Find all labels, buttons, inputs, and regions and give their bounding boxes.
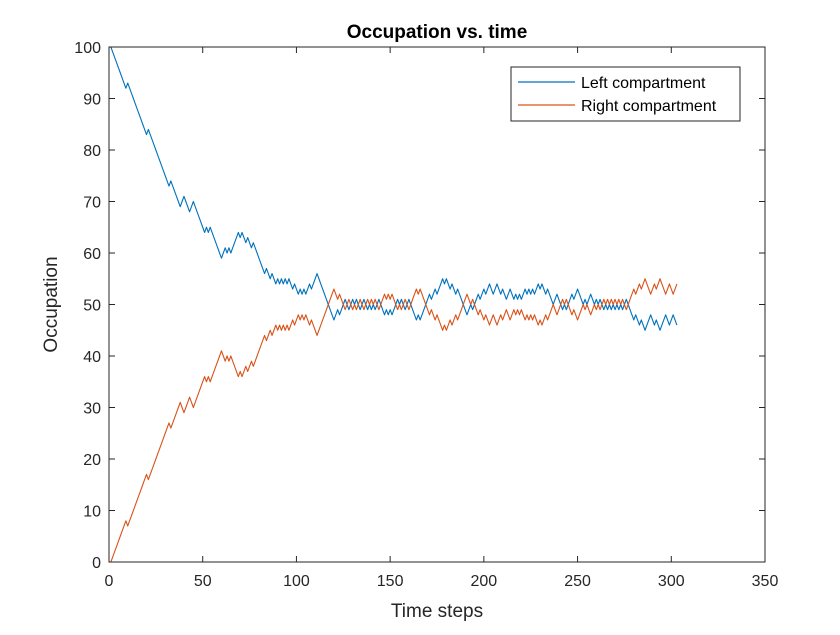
x-tick-label: 200	[471, 573, 498, 590]
y-tick-label: 40	[83, 349, 101, 366]
y-tick-label: 10	[83, 504, 101, 521]
series-line-left-compartment	[110, 46, 678, 331]
legend: Left compartment Right compartment	[510, 66, 741, 122]
y-tick-label: 90	[83, 92, 101, 109]
series-layer	[110, 46, 678, 563]
x-tick-label: 50	[194, 573, 212, 590]
series-line-right-compartment	[110, 278, 678, 563]
x-tick-label: 350	[752, 573, 779, 590]
chart-title: Occupation vs. time	[347, 22, 528, 43]
y-tick-label: 50	[83, 298, 101, 315]
x-tick-label: 0	[105, 573, 114, 590]
y-tick-label: 70	[83, 195, 101, 212]
x-axis-label: Time steps	[391, 601, 483, 622]
plot-area	[109, 47, 765, 562]
x-tick-label: 150	[377, 573, 404, 590]
x-tick-label: 100	[283, 573, 310, 590]
x-tick-label: 250	[564, 573, 591, 590]
y-tick-label: 60	[83, 246, 101, 263]
y-tick-label: 20	[83, 452, 101, 469]
y-tick-label: 0	[92, 555, 101, 572]
x-axis: 0 50 100 150 200 250 300 350	[105, 47, 779, 590]
y-tick-label: 80	[83, 143, 101, 160]
legend-box	[510, 66, 741, 122]
y-axis-label: Occupation	[41, 256, 62, 352]
legend-label-left: Left compartment	[581, 75, 706, 92]
x-tick-label: 300	[658, 573, 685, 590]
y-tick-label: 100	[74, 40, 101, 57]
y-tick-label: 30	[83, 401, 101, 418]
y-axis: 0 10 20 30 40 50 60 70 80 90 100	[74, 40, 765, 572]
legend-label-right: Right compartment	[581, 98, 717, 115]
